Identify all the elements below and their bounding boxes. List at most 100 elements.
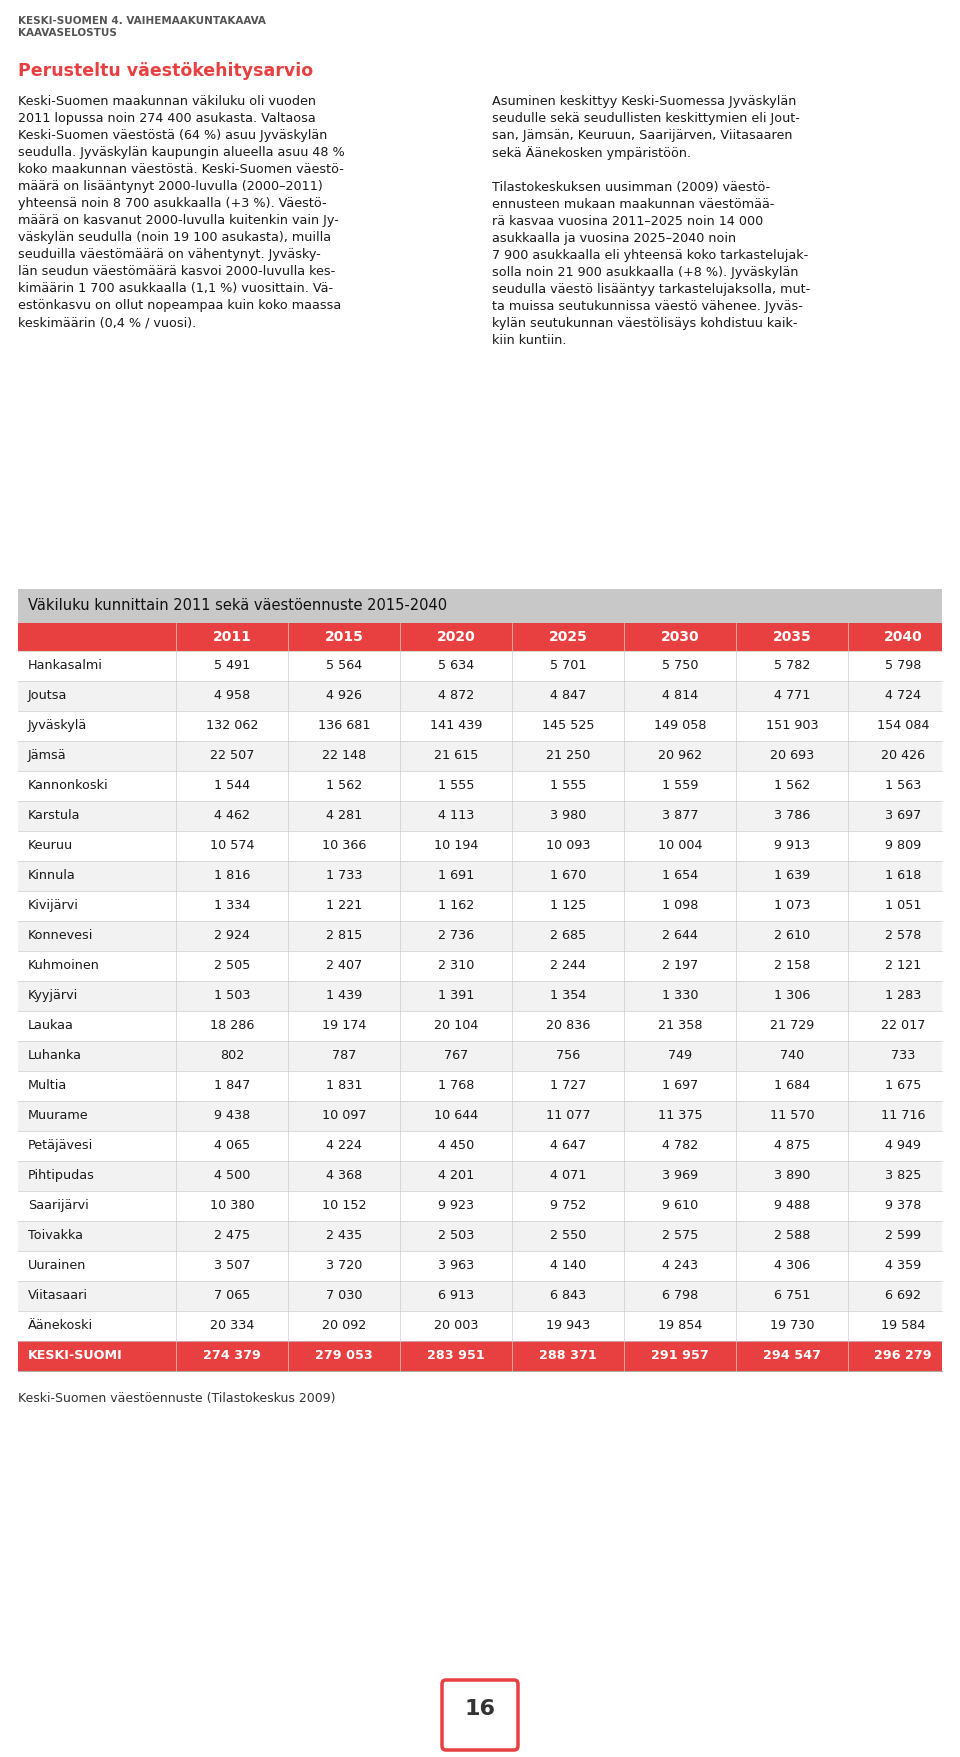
Text: 4 462: 4 462 <box>214 808 250 822</box>
Text: kylän seutukunnan väestölisäys kohdistuu kaik-: kylän seutukunnan väestölisäys kohdistuu… <box>492 316 798 330</box>
Text: 2 310: 2 310 <box>438 959 474 972</box>
Text: 22 148: 22 148 <box>322 748 366 761</box>
Text: san, Jämsän, Keuruun, Saarijärven, Viitasaaren: san, Jämsän, Keuruun, Saarijärven, Viita… <box>492 128 793 142</box>
Text: 2 588: 2 588 <box>774 1228 810 1240</box>
Text: 1 221: 1 221 <box>325 898 362 912</box>
Text: Jämsä: Jämsä <box>28 748 66 761</box>
Text: 1 439: 1 439 <box>325 989 362 1001</box>
Text: 132 062: 132 062 <box>205 719 258 731</box>
Text: 4 450: 4 450 <box>438 1139 474 1151</box>
Text: 1 563: 1 563 <box>885 778 922 792</box>
Text: 19 943: 19 943 <box>546 1318 590 1332</box>
Text: län seudun väestömäärä kasvoi 2000-luvulla kes-: län seudun väestömäärä kasvoi 2000-luvul… <box>18 265 335 278</box>
Text: 2011 lopussa noin 274 400 asukasta. Valtaosa: 2011 lopussa noin 274 400 asukasta. Valt… <box>18 112 316 125</box>
Text: 2 550: 2 550 <box>550 1228 587 1240</box>
Text: 11 570: 11 570 <box>770 1109 814 1121</box>
Text: 145 525: 145 525 <box>541 719 594 731</box>
Text: 4 771: 4 771 <box>774 689 810 701</box>
Text: 291 957: 291 957 <box>651 1348 708 1362</box>
Text: 9 438: 9 438 <box>214 1109 251 1121</box>
Text: 4 113: 4 113 <box>438 808 474 822</box>
Text: Konnevesi: Konnevesi <box>28 928 93 942</box>
Text: 5 564: 5 564 <box>325 659 362 671</box>
Text: Laukaa: Laukaa <box>28 1019 74 1031</box>
Text: 151 903: 151 903 <box>766 719 818 731</box>
Text: 1 073: 1 073 <box>774 898 810 912</box>
Text: 2030: 2030 <box>660 629 699 643</box>
Text: seudulla. Jyväskylän kaupungin alueella asuu 48 %: seudulla. Jyväskylän kaupungin alueella … <box>18 146 345 158</box>
Text: 22 507: 22 507 <box>210 748 254 761</box>
Text: Pihtipudas: Pihtipudas <box>28 1168 95 1181</box>
Text: asukkaalla ja vuosina 2025–2040 noin: asukkaalla ja vuosina 2025–2040 noin <box>492 232 736 244</box>
Text: Väkiluku kunnittain 2011 sekä väestöennuste 2015-2040: Väkiluku kunnittain 2011 sekä väestöennu… <box>28 597 447 613</box>
Bar <box>18 1072 942 1102</box>
Text: 1 391: 1 391 <box>438 989 474 1001</box>
Text: solla noin 21 900 asukkaalla (+8 %). Jyväskylän: solla noin 21 900 asukkaalla (+8 %). Jyv… <box>492 265 799 279</box>
Text: 802: 802 <box>220 1049 244 1061</box>
Text: kiin kuntiin.: kiin kuntiin. <box>492 334 566 346</box>
Text: 5 798: 5 798 <box>885 659 922 671</box>
Text: 4 814: 4 814 <box>661 689 698 701</box>
Text: 2 407: 2 407 <box>325 959 362 972</box>
Text: 4 500: 4 500 <box>214 1168 251 1181</box>
Text: 10 574: 10 574 <box>209 838 254 852</box>
Text: 1 733: 1 733 <box>325 868 362 882</box>
Bar <box>18 590 942 624</box>
Text: Tilastokeskuksen uusimman (2009) väestö-: Tilastokeskuksen uusimman (2009) väestö- <box>492 181 770 193</box>
Text: 4 071: 4 071 <box>550 1168 587 1181</box>
Text: 7 900 asukkaalla eli yhteensä koko tarkastelujak-: 7 900 asukkaalla eli yhteensä koko tarka… <box>492 249 808 262</box>
Text: 19 730: 19 730 <box>770 1318 814 1332</box>
Text: 10 093: 10 093 <box>545 838 590 852</box>
Text: 2 815: 2 815 <box>325 928 362 942</box>
Text: 20 092: 20 092 <box>322 1318 366 1332</box>
Bar <box>18 952 942 982</box>
Text: 4 647: 4 647 <box>550 1139 586 1151</box>
Text: 20 426: 20 426 <box>881 748 925 761</box>
Text: 6 751: 6 751 <box>774 1288 810 1302</box>
Bar <box>18 712 942 741</box>
Bar <box>18 1221 942 1251</box>
Text: 21 615: 21 615 <box>434 748 478 761</box>
Text: 2 575: 2 575 <box>661 1228 698 1240</box>
Text: määrä on kasvanut 2000-luvulla kuitenkin vain Jy-: määrä on kasvanut 2000-luvulla kuitenkin… <box>18 214 339 227</box>
Text: 1 555: 1 555 <box>550 778 587 792</box>
Text: koko maakunnan väestöstä. Keski-Suomen väestö-: koko maakunnan väestöstä. Keski-Suomen v… <box>18 163 344 176</box>
Text: 4 306: 4 306 <box>774 1258 810 1272</box>
Text: 1 559: 1 559 <box>661 778 698 792</box>
Text: 1 639: 1 639 <box>774 868 810 882</box>
Text: Toivakka: Toivakka <box>28 1228 83 1240</box>
Text: 9 752: 9 752 <box>550 1198 587 1211</box>
Text: 2 435: 2 435 <box>325 1228 362 1240</box>
Text: Kannonkoski: Kannonkoski <box>28 778 108 792</box>
Bar <box>18 982 942 1012</box>
Text: 1 675: 1 675 <box>885 1079 922 1091</box>
Text: 1 544: 1 544 <box>214 778 251 792</box>
Text: rä kasvaa vuosina 2011–2025 noin 14 000: rä kasvaa vuosina 2011–2025 noin 14 000 <box>492 214 763 228</box>
Text: 19 854: 19 854 <box>658 1318 702 1332</box>
Text: 136 681: 136 681 <box>318 719 371 731</box>
Text: 7 030: 7 030 <box>325 1288 362 1302</box>
Text: Saarijärvi: Saarijärvi <box>28 1198 88 1211</box>
Bar <box>18 1132 942 1161</box>
Text: 3 786: 3 786 <box>774 808 810 822</box>
Text: 787: 787 <box>332 1049 356 1061</box>
Text: 1 654: 1 654 <box>661 868 698 882</box>
Text: 1 816: 1 816 <box>214 868 251 882</box>
Text: 4 847: 4 847 <box>550 689 587 701</box>
Text: 1 847: 1 847 <box>214 1079 251 1091</box>
Text: Petäjävesi: Petäjävesi <box>28 1139 93 1151</box>
Text: 22 017: 22 017 <box>881 1019 925 1031</box>
Text: 4 782: 4 782 <box>661 1139 698 1151</box>
Text: 3 507: 3 507 <box>214 1258 251 1272</box>
Text: 4 958: 4 958 <box>214 689 251 701</box>
Text: 288 371: 288 371 <box>540 1348 597 1362</box>
Bar <box>18 831 942 861</box>
Text: 1 697: 1 697 <box>661 1079 698 1091</box>
Text: 2 644: 2 644 <box>662 928 698 942</box>
Text: 1 684: 1 684 <box>774 1079 810 1091</box>
Text: 21 250: 21 250 <box>546 748 590 761</box>
Text: 21 358: 21 358 <box>658 1019 703 1031</box>
Bar <box>18 1341 942 1370</box>
Text: 1 618: 1 618 <box>885 868 922 882</box>
Text: 756: 756 <box>556 1049 580 1061</box>
